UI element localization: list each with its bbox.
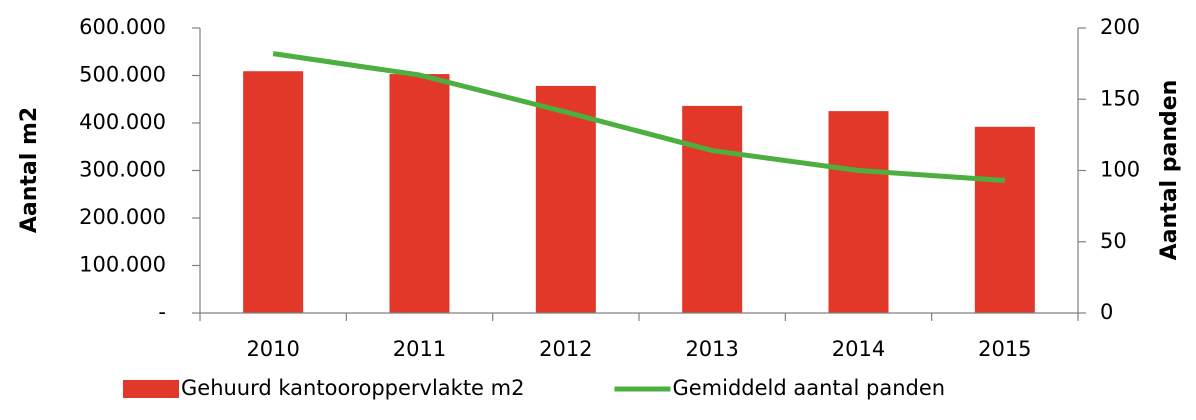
x-tick-label: 2013 xyxy=(685,337,738,361)
bar xyxy=(243,71,304,313)
y-tick-label: 100.000 xyxy=(79,253,166,277)
bar xyxy=(682,105,743,314)
x-tick-label: 2011 xyxy=(393,337,446,361)
y2-axis-label: Aantal panden xyxy=(1157,80,1182,261)
bar xyxy=(828,111,889,313)
legend-label: Gehuurd kantooroppervlakte m2 xyxy=(181,376,524,400)
y-tick-label: 300.000 xyxy=(79,158,166,182)
bar xyxy=(389,74,450,313)
bar xyxy=(535,85,596,313)
y-tick-label: 600.000 xyxy=(79,15,166,39)
legend-swatch xyxy=(123,380,179,398)
legend-label: Gemiddeld aantal panden xyxy=(672,376,945,400)
y2-tick-label: 50 xyxy=(1100,229,1127,253)
line xyxy=(272,51,1006,183)
y2-tick-label: 100 xyxy=(1100,158,1140,182)
y2-tick-label: 150 xyxy=(1100,86,1140,110)
x-tick-label: 2012 xyxy=(539,337,592,361)
y-tick-label: - xyxy=(158,300,166,324)
y-axis-label: Aantal m2 xyxy=(17,107,42,233)
y-tick-label: 400.000 xyxy=(79,110,166,134)
x-tick-label: 2010 xyxy=(246,337,299,361)
y-tick-label: 500.000 xyxy=(79,63,166,87)
x-tick-label: 2014 xyxy=(832,337,885,361)
bar xyxy=(974,126,1035,313)
y2-tick-label: 200 xyxy=(1100,15,1140,39)
x-tick-label: 2015 xyxy=(978,337,1031,361)
y-tick-label: 200.000 xyxy=(79,205,166,229)
y2-tick-label: 0 xyxy=(1100,300,1113,324)
